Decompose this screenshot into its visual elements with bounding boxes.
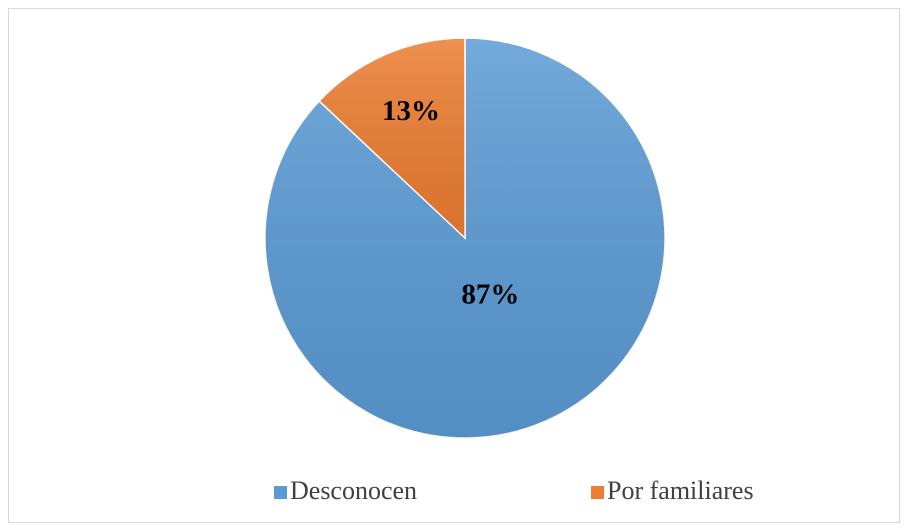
legend-swatch bbox=[274, 486, 287, 499]
data-label: 13% bbox=[382, 95, 440, 127]
legend-swatch bbox=[591, 486, 604, 499]
legend-label: Por familiares bbox=[607, 476, 754, 505]
data-label: 87% bbox=[461, 278, 519, 310]
legend-label: Desconocen bbox=[290, 476, 417, 505]
slice-shade bbox=[319, 37, 465, 238]
